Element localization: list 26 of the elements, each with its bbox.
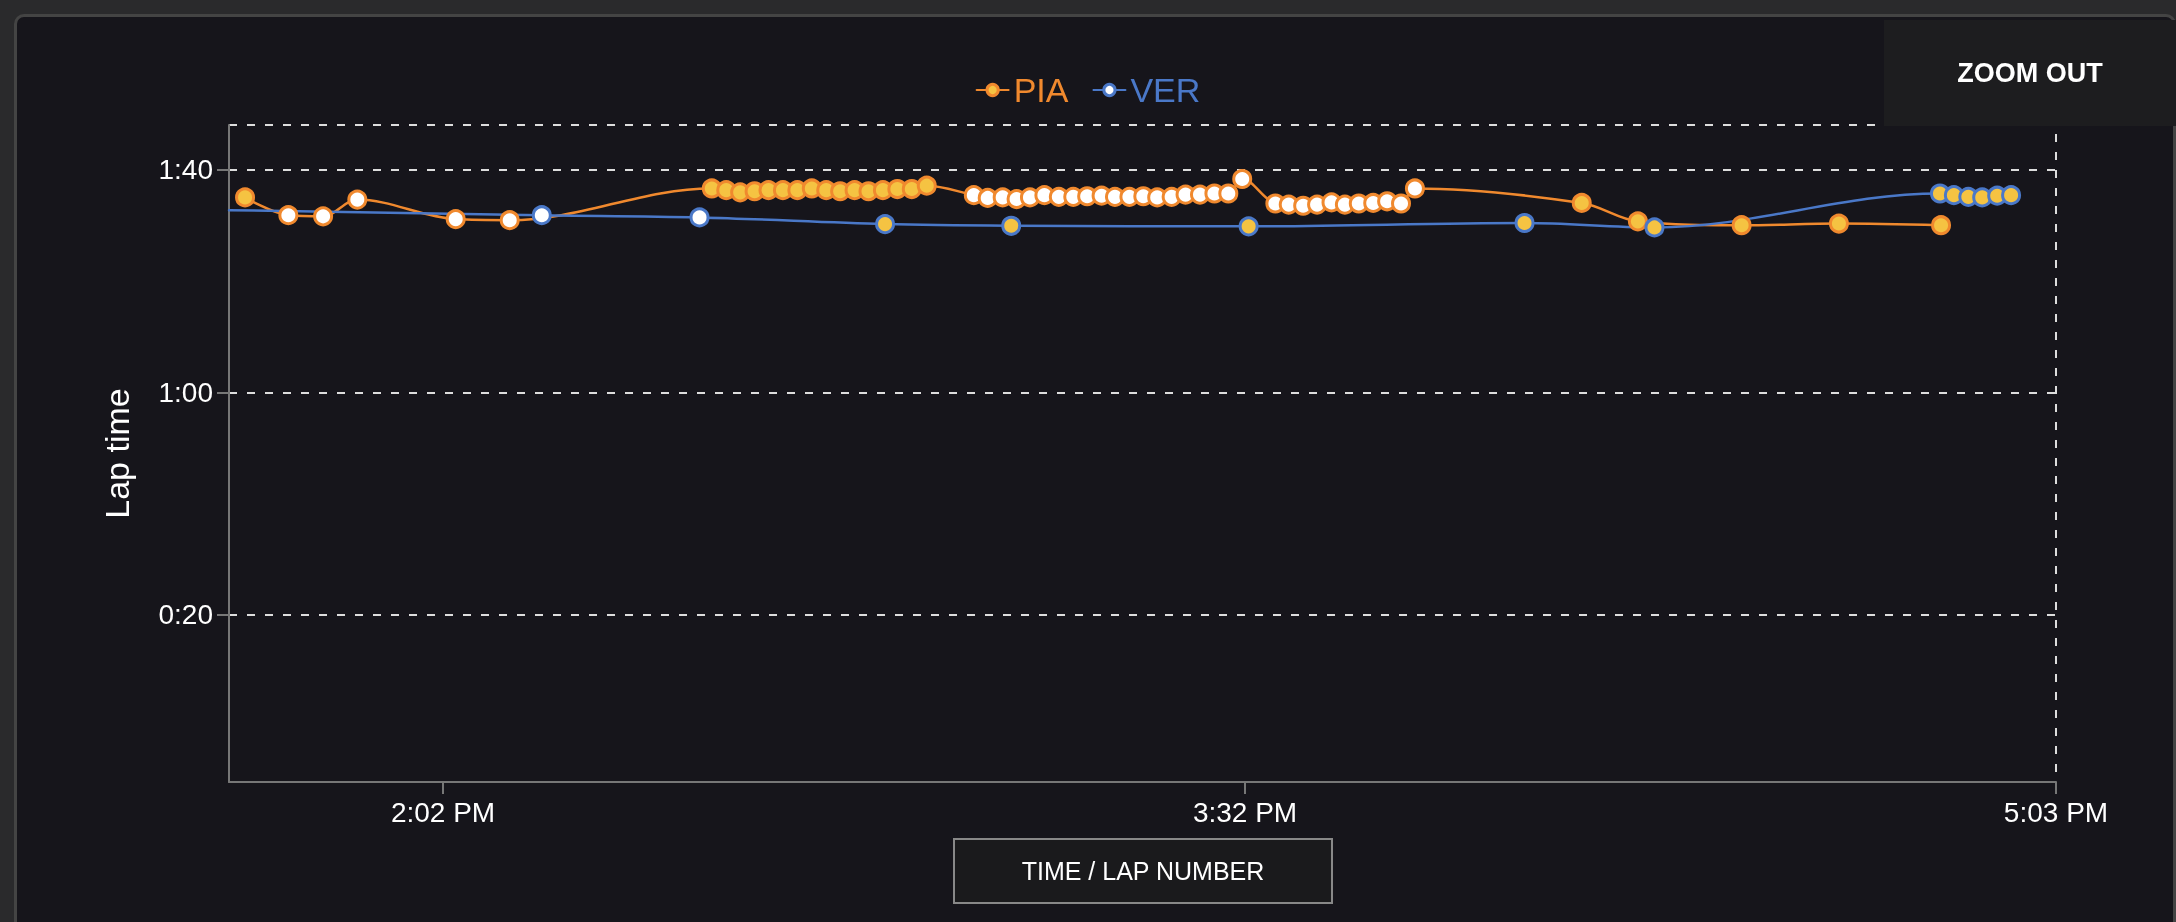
x-tick-label: 3:32 PM <box>1192 796 1298 828</box>
point <box>1001 215 1022 236</box>
point <box>499 210 520 231</box>
x-tick-label: 2:02 PM <box>390 796 496 828</box>
point <box>1238 216 1259 237</box>
point <box>1232 169 1253 189</box>
legend-label: VER <box>1130 71 1201 109</box>
point <box>278 205 299 226</box>
legend-label: PIA <box>1013 71 1069 109</box>
point <box>1644 217 1665 238</box>
point <box>2001 185 2022 206</box>
text: TIME / LAP NUMBER <box>953 838 1333 904</box>
x-tick-label: 5:03 PM <box>2003 796 2109 828</box>
text: ZOOM OUT <box>1884 20 2176 126</box>
y-tick-label: 0:20 <box>158 599 213 631</box>
point <box>445 209 466 230</box>
y-axis-title: Lap time <box>98 388 136 519</box>
point <box>875 214 896 235</box>
point <box>1404 178 1425 199</box>
point <box>313 206 334 227</box>
point <box>1218 183 1239 204</box>
point <box>1514 213 1535 233</box>
y-tick-label: 1:40 <box>158 154 213 186</box>
y-tick-label: 1:00 <box>158 376 213 408</box>
point <box>1391 193 1412 214</box>
point <box>347 189 368 210</box>
